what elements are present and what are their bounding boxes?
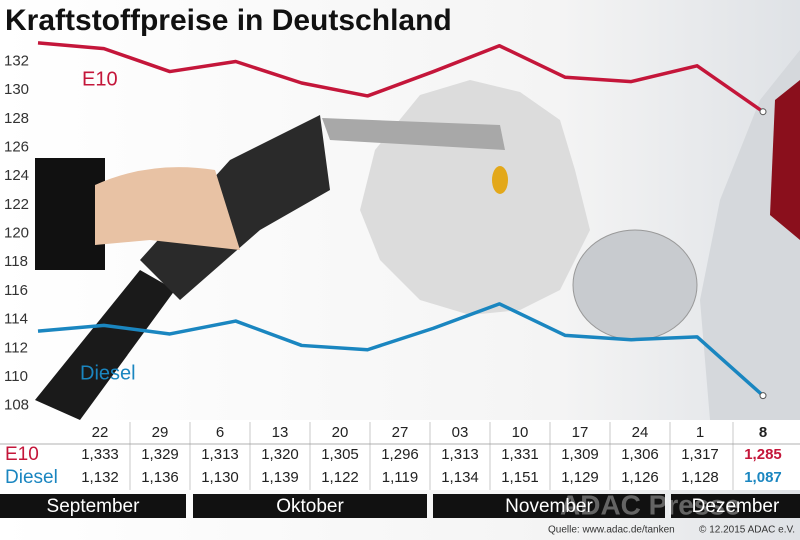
nozzle-decoration [140, 115, 330, 300]
series-line [37, 302, 765, 397]
month-label: Oktober [276, 496, 344, 517]
spout-decoration [322, 118, 505, 150]
x-tick-label: 13 [272, 424, 289, 441]
value-label: 1,296 [381, 446, 419, 463]
month-band [671, 494, 800, 518]
value-label: 1,306 [621, 446, 659, 463]
value-label: 1,317 [681, 446, 719, 463]
x-tick-label: 8 [759, 424, 767, 441]
x-tick-label: 1 [696, 424, 704, 441]
source: Quelle: www.adac.de/tanken [548, 525, 675, 536]
month-band [433, 494, 665, 518]
y-tick-label: 114 [4, 311, 28, 328]
x-tick-label: 27 [392, 424, 409, 441]
x-tick-label: 24 [632, 424, 649, 441]
sleeve-decoration [35, 158, 105, 270]
y-tick-label: 128 [4, 110, 29, 127]
y-tick-label: 118 [4, 253, 28, 270]
value-label: 1,285 [744, 446, 782, 463]
series-line [37, 41, 764, 114]
taillight-decoration [770, 80, 800, 240]
value-label: 1,130 [201, 469, 239, 486]
y-tick-label: 132 [4, 52, 29, 69]
row-label: Diesel [5, 467, 58, 488]
series-label: E10 [82, 68, 118, 90]
table-background [0, 420, 800, 490]
value-label: 1,129 [561, 469, 599, 486]
y-tick-label: 124 [4, 167, 29, 184]
end-point [759, 392, 767, 400]
x-tick-label: 03 [452, 424, 469, 441]
y-tick-label: 120 [4, 225, 29, 242]
x-tick-label: 29 [152, 424, 169, 441]
value-label: 1,313 [441, 446, 479, 463]
y-tick-label: 112 [4, 339, 28, 356]
watermark: ADAC Presse [560, 489, 741, 520]
month-label: Dezember [692, 496, 780, 517]
value-label: 1,313 [201, 446, 239, 463]
y-tick-label: 116 [4, 282, 28, 299]
value-label: 1,151 [501, 469, 539, 486]
row-label: E10 [5, 444, 39, 465]
x-tick-label: 17 [572, 424, 589, 441]
value-label: 1,122 [321, 469, 359, 486]
y-tick-label: 130 [4, 81, 29, 98]
value-label: 1,331 [501, 446, 539, 463]
copyright: © 12.2015 ADAC e.V. [699, 525, 795, 536]
x-tick-label: 22 [92, 424, 109, 441]
value-label: 1,139 [261, 469, 299, 486]
hose-decoration [35, 270, 175, 420]
value-label: 1,309 [561, 446, 599, 463]
month-band [193, 494, 427, 518]
y-tick-label: 110 [4, 368, 28, 385]
hand-decoration [95, 167, 240, 250]
x-tick-label: 10 [512, 424, 529, 441]
y-tick-label: 108 [4, 397, 29, 414]
value-label: 1,333 [81, 446, 119, 463]
value-label: 1,305 [321, 446, 359, 463]
value-label: 1,320 [261, 446, 299, 463]
x-tick-label: 6 [216, 424, 224, 441]
value-label: 1,126 [621, 469, 659, 486]
value-label: 1,329 [141, 446, 179, 463]
value-label: 1,136 [141, 469, 179, 486]
value-label: 1,087 [744, 469, 782, 486]
month-label: September [47, 496, 141, 517]
fuel-cap-decoration [572, 229, 698, 341]
value-label: 1,128 [681, 469, 719, 486]
end-point [759, 108, 767, 116]
y-tick-label: 126 [4, 139, 29, 156]
month-label: November [505, 496, 593, 517]
x-tick-label: 20 [332, 424, 349, 441]
value-label: 1,119 [382, 469, 418, 486]
drop-decoration [492, 166, 508, 194]
month-band [0, 494, 186, 518]
value-label: 1,134 [441, 469, 479, 486]
value-label: 1,132 [81, 469, 119, 486]
y-tick-label: 122 [4, 196, 29, 213]
series-label: Diesel [80, 362, 136, 384]
chart-title: Kraftstoffpreise in Deutschland [5, 4, 452, 37]
